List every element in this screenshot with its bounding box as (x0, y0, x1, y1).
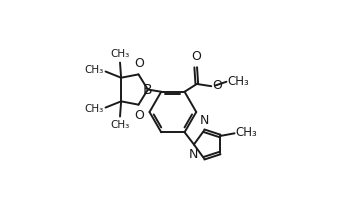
Text: B: B (143, 82, 153, 97)
Text: O: O (191, 50, 201, 63)
Text: CH₃: CH₃ (85, 65, 104, 75)
Text: O: O (212, 79, 222, 92)
Text: CH₃: CH₃ (110, 49, 130, 59)
Text: CH₃: CH₃ (110, 120, 130, 130)
Text: CH₃: CH₃ (228, 75, 249, 88)
Text: CH₃: CH₃ (236, 126, 257, 139)
Text: O: O (135, 57, 144, 70)
Text: N: N (200, 114, 209, 127)
Text: N: N (189, 149, 198, 162)
Text: CH₃: CH₃ (85, 104, 104, 114)
Text: O: O (135, 109, 144, 122)
